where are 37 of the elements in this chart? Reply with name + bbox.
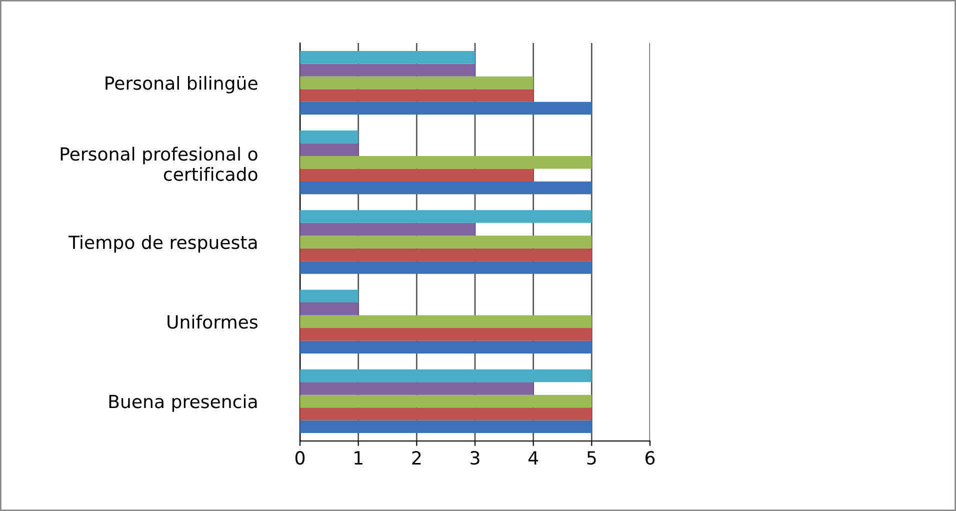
bar — [300, 290, 358, 302]
x-tick-label: 2 — [412, 451, 421, 464]
x-tick-label: 5 — [587, 451, 596, 465]
bar — [300, 382, 534, 395]
y-tick-label: Personal profesional o certificado — [60, 146, 258, 181]
x-tick-label: 6 — [646, 451, 655, 465]
bar — [300, 248, 592, 262]
bar — [300, 340, 592, 354]
bar — [300, 394, 592, 408]
bar — [300, 76, 534, 90]
bar — [300, 315, 592, 328]
bar — [300, 89, 534, 102]
bar — [300, 369, 592, 382]
x-tick-label: 4 — [528, 451, 538, 464]
y-tick-label: Uniformes — [168, 314, 258, 329]
bar — [300, 182, 592, 194]
bar — [300, 130, 358, 144]
bar — [300, 210, 592, 223]
x-tick-label: 3 — [470, 451, 480, 465]
y-tick-label: Buena presencia — [109, 394, 257, 412]
bar — [300, 143, 358, 156]
bar — [300, 102, 592, 115]
bar — [300, 328, 592, 341]
bar — [300, 420, 592, 434]
bar — [300, 64, 475, 76]
bar — [300, 261, 592, 274]
bar — [300, 50, 475, 64]
bar — [300, 222, 475, 236]
x-tick-label: 1 — [354, 451, 362, 464]
bar — [300, 168, 534, 182]
y-tick-label: Tiempo de respuesta — [68, 235, 257, 253]
bar — [300, 236, 592, 248]
y-tick-label: Personal bilingüe — [106, 76, 258, 94]
x-tick-label: 0 — [295, 451, 305, 465]
bar — [300, 302, 358, 316]
bar — [300, 408, 592, 420]
bar — [300, 156, 592, 169]
